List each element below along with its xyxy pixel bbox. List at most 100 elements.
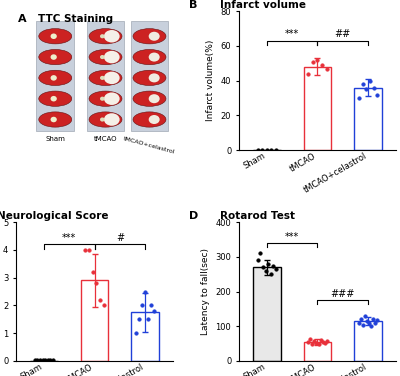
Ellipse shape (39, 112, 72, 127)
Ellipse shape (39, 29, 72, 44)
Ellipse shape (89, 91, 122, 106)
Ellipse shape (50, 96, 57, 102)
Point (264, 147, 270, 153)
Ellipse shape (104, 51, 120, 63)
Point (273, 266, 279, 272)
Ellipse shape (133, 91, 166, 106)
Point (364, 318, 370, 324)
Ellipse shape (133, 29, 166, 44)
Point (311, 338, 318, 344)
Point (367, 78, 373, 84)
Point (50, 356, 56, 362)
Point (319, 339, 326, 345)
Point (42, 356, 48, 362)
Point (315, 341, 322, 347)
Point (148, 302, 154, 308)
Bar (304, 67, 332, 150)
Point (368, 323, 374, 329)
Y-axis label: Latency to fall(sec): Latency to fall(sec) (201, 248, 210, 335)
Point (151, 308, 158, 314)
Point (358, 315, 364, 321)
Text: ###: ### (331, 289, 355, 299)
Point (34, 356, 40, 362)
Bar (87, 21, 124, 130)
Point (268, 147, 274, 153)
Ellipse shape (39, 49, 72, 65)
Point (39, 356, 46, 362)
Point (310, 59, 316, 65)
Ellipse shape (149, 53, 160, 62)
Ellipse shape (133, 49, 166, 65)
Text: ***: *** (285, 232, 299, 242)
Point (268, 271, 274, 277)
Point (314, 57, 321, 63)
Ellipse shape (100, 55, 105, 59)
Point (86, 247, 92, 253)
Point (321, 340, 328, 346)
Point (305, 71, 312, 77)
Bar (80, 280, 108, 361)
Ellipse shape (89, 49, 122, 65)
Bar (131, 312, 159, 361)
Point (260, 264, 266, 270)
Ellipse shape (104, 30, 120, 42)
Point (370, 316, 376, 322)
Y-axis label: Infarct volume(%): Infarct volume(%) (206, 40, 215, 121)
Point (362, 313, 368, 319)
Text: #: # (116, 233, 124, 243)
Point (324, 338, 330, 344)
Text: TTC Staining: TTC Staining (38, 14, 113, 24)
Point (317, 337, 324, 343)
Point (254, 147, 261, 153)
Point (133, 330, 139, 336)
Point (309, 341, 316, 347)
Point (360, 321, 366, 327)
Ellipse shape (149, 73, 160, 82)
Ellipse shape (50, 75, 57, 81)
Point (259, 147, 266, 153)
Bar (354, 88, 382, 150)
Point (356, 95, 362, 101)
Text: Neurological Score: Neurological Score (0, 211, 109, 221)
Bar (354, 321, 382, 361)
Point (262, 268, 269, 274)
Point (32, 356, 38, 362)
Ellipse shape (104, 113, 120, 126)
Point (270, 262, 276, 268)
Point (82, 247, 88, 253)
Bar (253, 267, 281, 361)
Point (100, 302, 107, 308)
Text: Rotarod Test: Rotarod Test (220, 211, 295, 221)
Text: D: D (189, 211, 198, 221)
Ellipse shape (100, 117, 105, 121)
Ellipse shape (149, 32, 160, 41)
Point (37, 356, 43, 362)
Point (313, 340, 320, 346)
Point (370, 85, 377, 91)
Ellipse shape (149, 94, 160, 103)
Ellipse shape (100, 34, 105, 38)
Point (139, 302, 145, 308)
Point (374, 91, 380, 97)
Point (257, 250, 264, 256)
Text: ***: *** (285, 29, 299, 39)
Point (360, 81, 366, 87)
Text: Infarct volume: Infarct volume (220, 0, 306, 10)
Point (136, 316, 142, 322)
Text: tMCAO: tMCAO (94, 136, 117, 142)
Point (93, 280, 100, 286)
Point (372, 320, 378, 326)
Point (44, 356, 51, 362)
Point (47, 356, 54, 362)
Point (97, 297, 103, 303)
Point (307, 337, 314, 343)
Ellipse shape (149, 115, 160, 124)
Text: ***: *** (62, 233, 76, 243)
Text: Sham: Sham (45, 136, 65, 142)
Ellipse shape (100, 76, 105, 80)
Text: ##: ## (335, 29, 351, 39)
Point (319, 62, 325, 68)
Point (363, 86, 370, 92)
Point (273, 147, 279, 153)
Ellipse shape (100, 97, 105, 101)
